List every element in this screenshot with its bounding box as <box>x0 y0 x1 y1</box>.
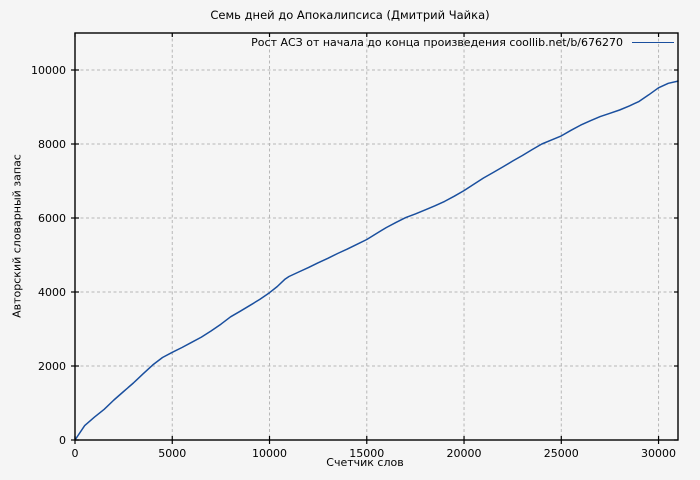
x-tick-label: 25000 <box>544 447 579 460</box>
y-axis-label: Авторский словарный запас <box>10 154 24 318</box>
x-tick-label: 15000 <box>349 447 384 460</box>
data-curve <box>74 80 679 441</box>
y-tick-label: 10000 <box>31 64 66 77</box>
y-tick-label: 2000 <box>38 360 66 373</box>
x-tick-label: 20000 <box>447 447 482 460</box>
x-tick-label: 10000 <box>252 447 287 460</box>
y-tick-label: 0 <box>59 434 66 447</box>
tick-layer <box>71 33 678 444</box>
y-tick-label: 4000 <box>38 286 66 299</box>
x-tick-label: 30000 <box>641 447 676 460</box>
x-tick-label: 5000 <box>158 447 186 460</box>
chart-title: Семь дней до Апокалипсиса (Дмитрий Чайка… <box>210 8 490 22</box>
ticklabel-layer: 0 5000 10000 15000 20000 25000 30000 0 2000 4000 6… <box>31 64 676 460</box>
legend: Рост АСЗ от начала до конца произведения… <box>251 34 674 50</box>
plot-border <box>74 32 679 441</box>
legend-line-sample <box>632 41 674 43</box>
y-tick-label: 6000 <box>38 212 66 225</box>
x-tick-label: 0 <box>72 447 79 460</box>
grid-layer <box>75 33 678 440</box>
legend-label: Рост АСЗ от начала до конца произведения… <box>251 35 623 49</box>
x-axis-label: Счетчик слов <box>326 456 404 469</box>
curve-layer <box>74 80 679 441</box>
border-layer <box>74 32 679 441</box>
y-tick-label: 8000 <box>38 138 66 151</box>
